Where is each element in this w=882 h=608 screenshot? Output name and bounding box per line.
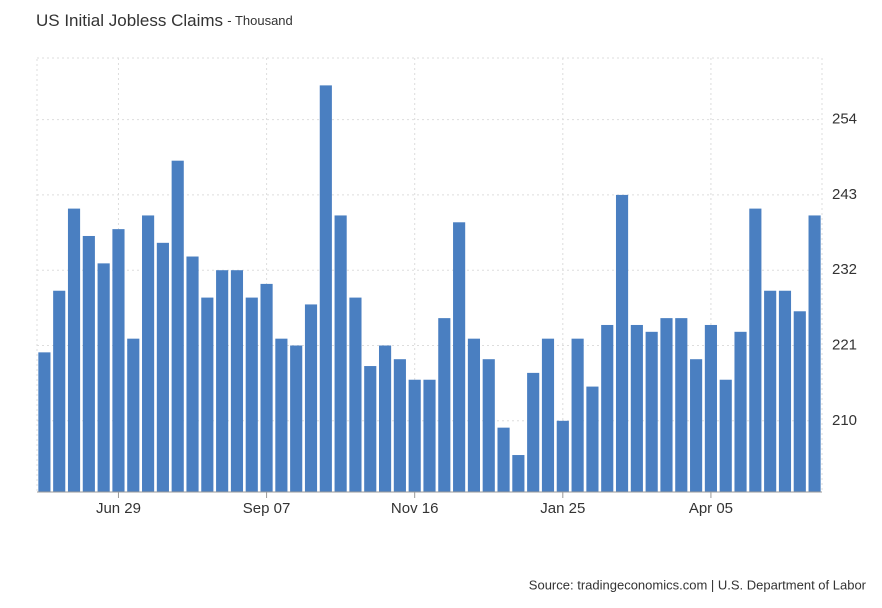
bar [171,160,184,492]
subtitle: - Thousand [227,13,293,28]
bar [704,324,717,492]
bar [660,318,673,492]
bar [527,372,540,492]
bar [778,290,792,492]
bar [260,283,273,492]
bar [719,379,732,492]
bar [408,379,421,492]
bar [127,338,140,492]
y-tick-label: 254 [832,111,857,128]
bar [793,311,806,492]
bar [97,263,110,492]
y-tick-label: 221 [832,336,857,353]
bar [497,427,510,492]
bar [438,318,451,492]
source: Source: tradingeconomics.com | U.S. Depa… [529,577,867,592]
y-tick-label: 232 [832,261,857,278]
bar [571,338,584,492]
bar [349,297,362,492]
bar [482,359,495,492]
title: US Initial Jobless Claims [36,11,223,30]
y-tick-label: 243 [832,186,857,203]
bar [645,331,658,492]
bar [541,338,555,492]
bar [142,215,155,492]
bar [749,208,762,492]
bar [690,359,703,492]
bar [675,318,688,492]
bar [156,242,169,492]
bar [319,85,332,492]
bar [764,290,777,492]
bar [808,215,821,492]
y-tick-label: 210 [832,412,857,429]
chart-title: US Initial Jobless Claims - Thousand [36,11,293,30]
bar [453,222,466,492]
bar [734,331,747,492]
bar [201,297,214,492]
bar [467,338,481,492]
x-tick-label: Sep 07 [243,500,291,517]
bar [245,297,258,492]
bar [67,208,81,492]
x-tick-label: Jun 29 [96,500,141,517]
bar [216,270,229,492]
bar [53,290,66,492]
bar [82,235,95,492]
bar [601,324,614,492]
bar [586,386,599,492]
x-tick-label: Nov 16 [391,500,439,517]
bar [615,194,629,493]
bar [290,345,303,492]
x-tick-label: Jan 25 [540,500,585,517]
bar [512,455,525,492]
x-tick-label: Apr 05 [689,500,733,517]
bar [186,256,199,492]
bar [393,359,406,492]
bar [423,379,436,492]
bar [112,229,125,492]
bar [378,345,392,492]
bar [230,270,244,492]
bar [630,324,643,492]
bar [364,366,377,492]
bar [275,338,288,492]
bar [304,304,318,492]
bar [334,215,347,492]
bar [556,420,569,492]
bar [38,352,51,492]
